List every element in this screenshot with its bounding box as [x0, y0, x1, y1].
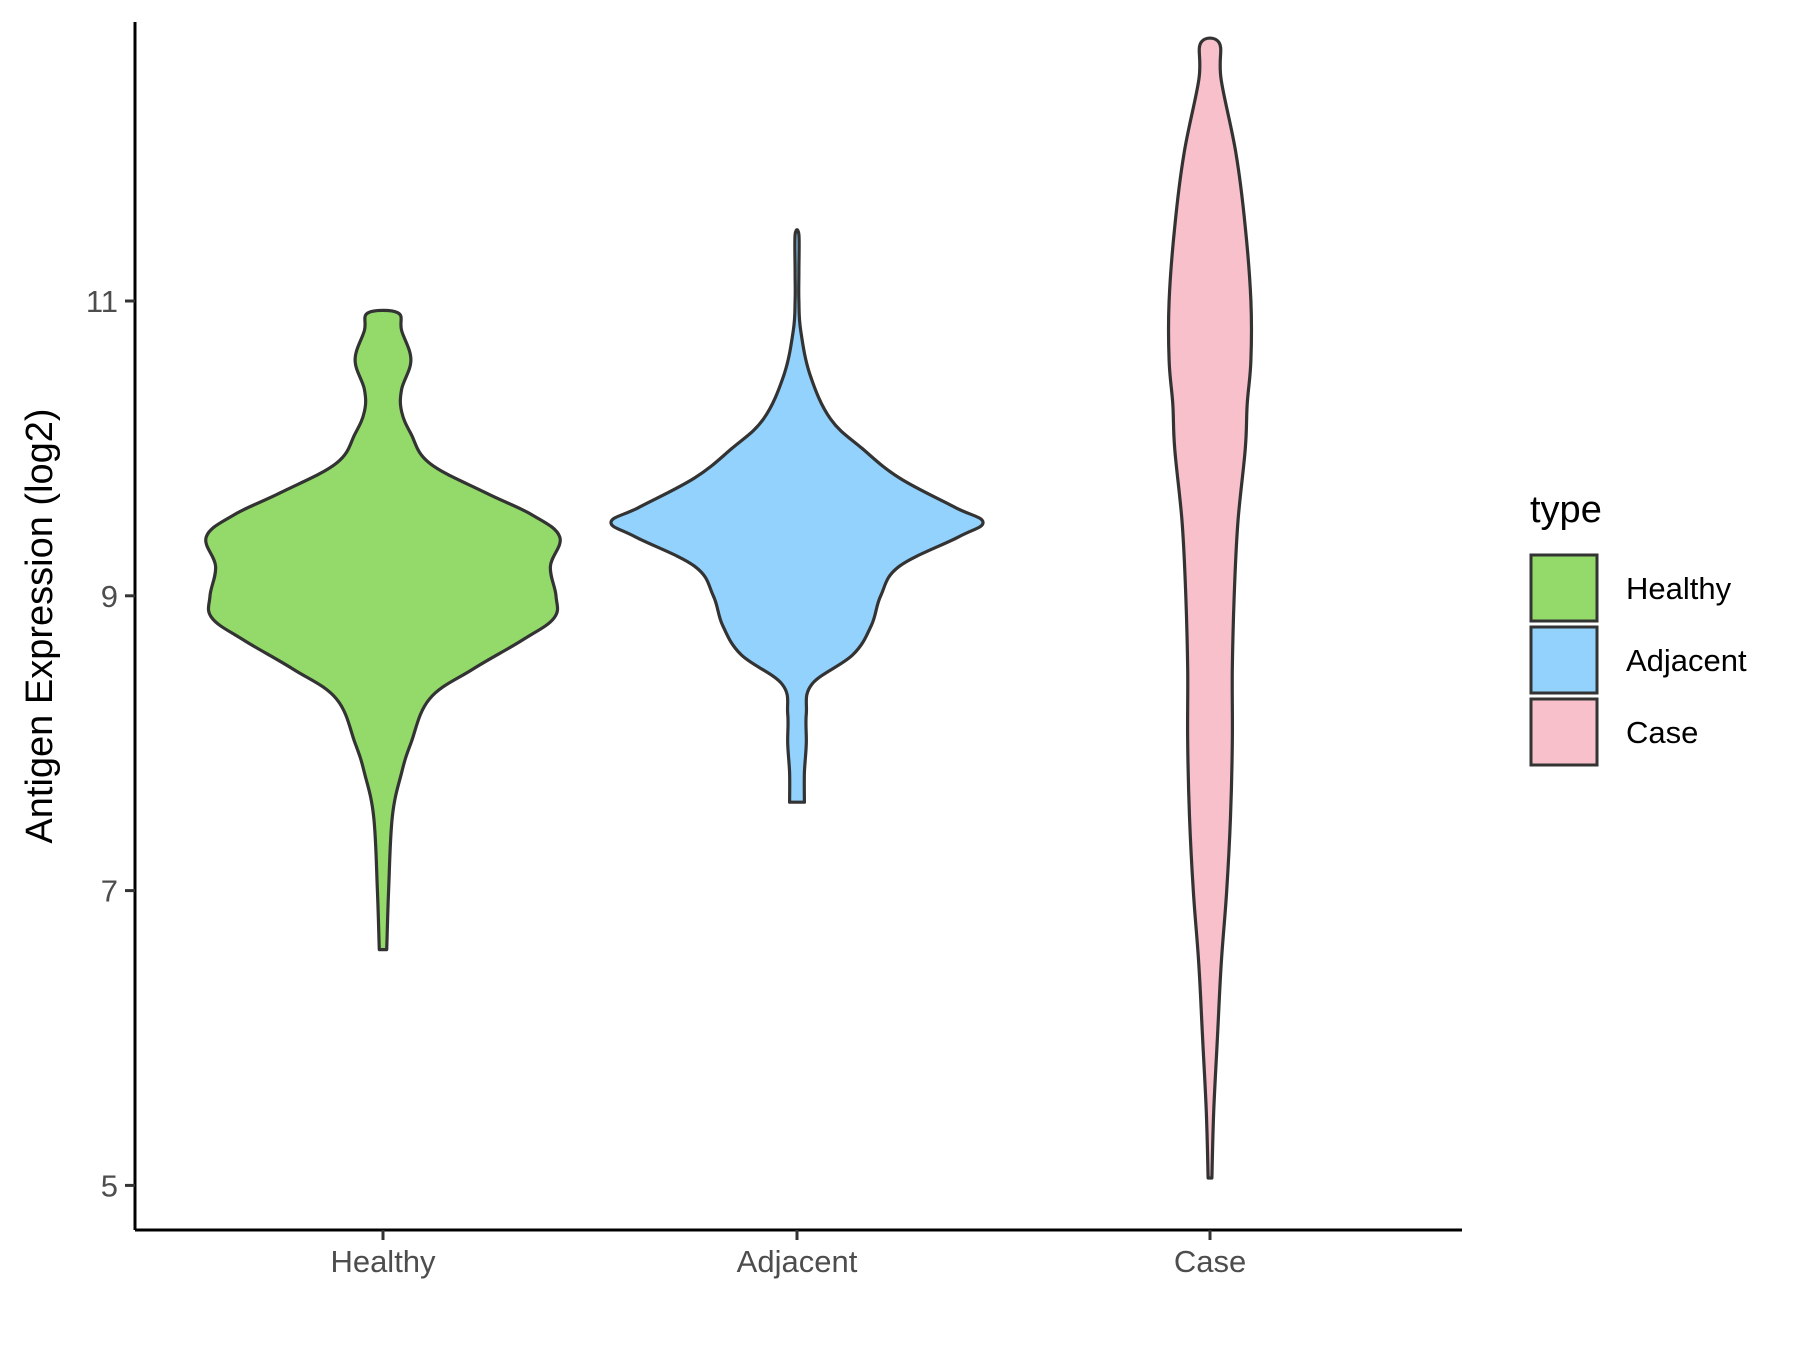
legend-swatch-case [1529, 697, 1599, 767]
y-tick-label: 5 [101, 1168, 118, 1203]
violin-case [1166, 36, 1254, 1180]
x-tick-label-adjacent: Adjacent [737, 1244, 858, 1279]
violin-healthy [204, 308, 562, 952]
legend-label-case: Case [1626, 715, 1698, 750]
legend-swatch-adjacent [1529, 625, 1599, 695]
legend-label-healthy: Healthy [1626, 571, 1732, 606]
legend-swatch-healthy [1529, 553, 1599, 623]
y-tick-label: 11 [86, 284, 118, 319]
y-axis-title: Antigen Expression (log2) [19, 408, 61, 843]
y-tick-label: 7 [101, 874, 118, 909]
violin-layer [204, 36, 1254, 1180]
x-axis-ticks: Healthy Adjacent Case [330, 1230, 1246, 1279]
y-axis-ticks: 5 7 9 11 [86, 284, 135, 1203]
violin-adjacent [609, 228, 985, 804]
legend-label-adjacent: Adjacent [1626, 643, 1747, 678]
legend-title: type [1530, 489, 1602, 531]
legend: type Healthy Adjacent Case [1529, 489, 1747, 767]
x-tick-label-healthy: Healthy [330, 1244, 436, 1279]
y-tick-label: 9 [101, 579, 118, 614]
x-tick-label-case: Case [1174, 1244, 1246, 1279]
